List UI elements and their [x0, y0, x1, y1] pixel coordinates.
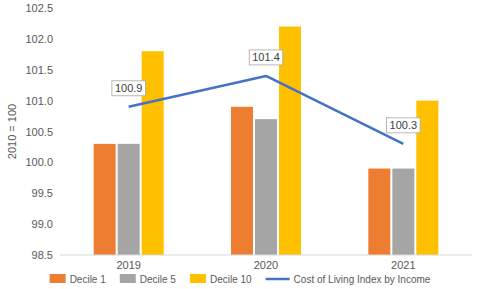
- data-label-box: [249, 50, 283, 65]
- legend-item: Decile 1: [50, 274, 107, 285]
- y-tick: [57, 162, 60, 163]
- chart-container: 98.5 99.0 99.5 100.0 100.5 101.0 101.5 102.0 102…: [0, 0, 480, 289]
- y-tick: [57, 193, 60, 194]
- y-tick: [57, 131, 60, 132]
- data-label: 101.4: [252, 51, 280, 63]
- legend: Decile 1 Decile 5 Decile 10 Cost of Living …: [50, 274, 431, 285]
- data-label-box: [387, 118, 421, 133]
- legend-swatch: [120, 274, 136, 283]
- bar: [255, 119, 277, 255]
- y-tick: [57, 224, 60, 225]
- legend-label: Decile 1: [70, 274, 107, 285]
- bar: [231, 107, 253, 255]
- data-label-box: [112, 81, 146, 96]
- x-tick-label: 2020: [254, 259, 278, 271]
- legend-label: Cost of Living Index by Income: [294, 274, 431, 285]
- y-tick: [57, 69, 60, 70]
- plot-area: [94, 27, 439, 255]
- legend-swatch: [50, 274, 66, 283]
- bar: [368, 169, 390, 255]
- legend-item: Decile 10: [190, 274, 252, 285]
- y-tick-label: 100.0: [25, 156, 53, 168]
- chart-svg: 98.5 99.0 99.5 100.0 100.5 101.0 101.5 102.0 102…: [0, 0, 480, 289]
- y-axis-title: 2010 = 100: [6, 104, 18, 159]
- bar: [94, 144, 116, 255]
- bar: [118, 144, 140, 255]
- bar: [392, 169, 414, 255]
- y-tick-label: 100.5: [25, 126, 53, 138]
- legend-item: Cost of Living Index by Income: [266, 274, 431, 285]
- y-tick-label: 101.0: [25, 95, 53, 107]
- background: [0, 0, 480, 289]
- data-label: 100.9: [115, 82, 143, 94]
- legend-swatch: [190, 274, 206, 283]
- x-tick-label: 2021: [391, 259, 415, 271]
- legend-label: Decile 5: [140, 274, 177, 285]
- y-tick-label: 102.0: [25, 33, 53, 45]
- x-axis-line: [60, 255, 472, 256]
- y-tick-label: 98.5: [32, 249, 53, 261]
- y-tick: [57, 38, 60, 39]
- y-tick: [57, 255, 60, 256]
- x-tick-label: 2019: [116, 259, 140, 271]
- data-labels: 100.9 101.4 100.3: [112, 50, 420, 133]
- y-tick-label: 102.5: [25, 2, 53, 14]
- y-tick: [57, 8, 60, 9]
- line: [129, 76, 404, 144]
- y-tick-label: 101.5: [25, 64, 53, 76]
- data-label: 100.3: [390, 119, 418, 131]
- y-tick-label: 99.5: [32, 187, 53, 199]
- y-tick: [57, 100, 60, 101]
- legend-label: Decile 10: [210, 274, 252, 285]
- y-tick-label: 99.0: [32, 218, 53, 230]
- legend-item: Decile 5: [120, 274, 177, 285]
- legend-swatch: [266, 278, 290, 281]
